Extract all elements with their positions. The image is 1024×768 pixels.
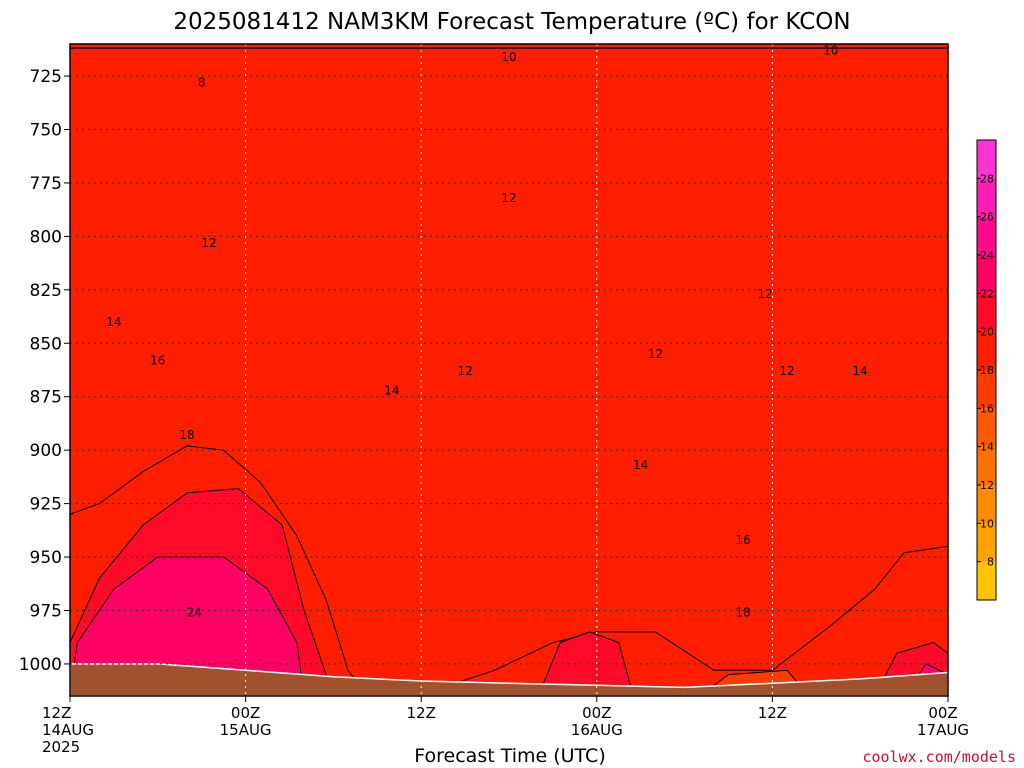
- colorbar-label: 26: [980, 211, 994, 224]
- y-tick-label: 975: [30, 601, 62, 621]
- colorbar-label: 22: [980, 287, 994, 300]
- contour-label: 10: [501, 50, 516, 64]
- x-tick-label: 12Z: [42, 704, 71, 722]
- colorbar-swatch: [977, 485, 996, 524]
- colorbar-label: 16: [980, 402, 994, 415]
- x-axis-title: Forecast Time (UTC): [414, 745, 605, 767]
- contour-label: 16: [735, 533, 750, 547]
- colorbar-swatch: [977, 331, 996, 370]
- contour-label: 12: [779, 364, 794, 378]
- colorbar-swatch: [977, 178, 996, 217]
- contour-label: 8: [198, 75, 206, 89]
- colorbar-swatch: [977, 523, 996, 562]
- contour-label: 14: [853, 364, 868, 378]
- contour-labels: 8 10 10 12 12 12 12 12 12 14 14 14 14 16 16 18 18 24: [106, 43, 868, 619]
- colorbar-label: 20: [980, 326, 994, 339]
- colorbar-label: 18: [980, 364, 994, 377]
- y-tick-label: 800: [30, 227, 62, 247]
- y-axis: 725 750 775 800 825 850 875 900 925 950 975 1000: [19, 67, 70, 675]
- x-tick-label: 00Z: [928, 704, 957, 722]
- y-tick-label: 850: [30, 334, 62, 354]
- colorbar-swatch: [977, 446, 996, 485]
- contour-label: 18: [179, 428, 194, 442]
- colorbar-label: 10: [980, 517, 994, 530]
- x-tick-label: 15AUG: [220, 721, 272, 739]
- grid-lines: [69, 43, 949, 697]
- colorbar-label: 28: [980, 172, 994, 185]
- colorbar-swatch: [977, 216, 996, 255]
- x-tick-label: 2025: [42, 738, 80, 756]
- colorbar-swatch: [977, 370, 996, 409]
- x-tick-label: 17AUG: [917, 721, 969, 739]
- contour-label: 12: [501, 191, 516, 205]
- contour-label: 14: [106, 315, 121, 329]
- colorbar-label: 8: [987, 556, 994, 569]
- colorbar-swatch: [977, 140, 996, 179]
- colorbar: 8 10 12 14 16 18 20 22 24 26 28: [976, 139, 997, 601]
- contour-label: 12: [648, 347, 663, 361]
- x-tick-label: 14AUG: [42, 721, 94, 739]
- colorbar-label: 24: [980, 249, 994, 262]
- x-tick-label: 00Z: [231, 704, 260, 722]
- colorbar-swatch: [977, 255, 996, 294]
- contour-label: 12: [457, 364, 472, 378]
- contour-label: 14: [633, 458, 648, 472]
- chart-title: 2025081412 NAM3KM Forecast Temperature (…: [173, 9, 850, 35]
- contour-label: 10: [823, 43, 838, 57]
- x-tick-label: 16AUG: [571, 721, 623, 739]
- x-tick-label: 12Z: [407, 704, 436, 722]
- plot-clip-group: [70, 44, 948, 696]
- y-tick-label: 775: [30, 174, 62, 194]
- contour-label: 18: [735, 606, 750, 620]
- colorbar-label: 12: [980, 479, 994, 492]
- y-tick-label: 900: [30, 441, 62, 461]
- contour-label: 16: [150, 353, 165, 367]
- y-tick-label: 875: [30, 388, 62, 408]
- contour-label: 24: [187, 606, 202, 620]
- colorbar-swatch: [977, 408, 996, 447]
- y-tick-label: 1000: [19, 655, 62, 675]
- contour-label: 14: [384, 383, 399, 397]
- colorbar-swatch: [977, 293, 996, 332]
- y-tick-label: 750: [30, 121, 62, 141]
- ground-terrain: [70, 663, 948, 696]
- contour-label: 12: [201, 236, 216, 250]
- y-tick-label: 725: [30, 67, 62, 87]
- plot-frame: [69, 43, 949, 697]
- y-tick-label: 825: [30, 281, 62, 301]
- x-tick-label: 12Z: [758, 704, 787, 722]
- y-tick-label: 950: [30, 548, 62, 568]
- contour-band-22: [537, 631, 634, 696]
- colorbar-swatch: [977, 561, 996, 600]
- credit-text: coolwx.com/models: [862, 748, 1016, 766]
- contour-label: 12: [757, 287, 772, 301]
- colorbar-label: 14: [980, 441, 994, 454]
- y-tick-label: 925: [30, 495, 62, 515]
- plot-area: [70, 44, 948, 696]
- x-tick-label: 00Z: [582, 704, 611, 722]
